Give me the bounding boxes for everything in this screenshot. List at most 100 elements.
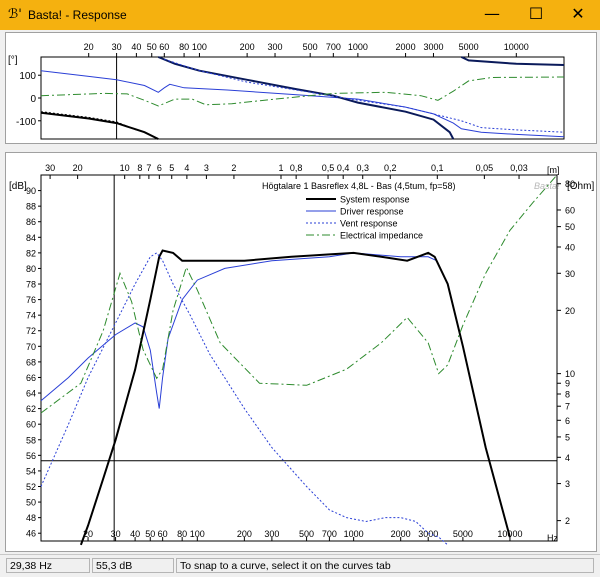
wavelength-tick-label: 0,3 [356,163,369,173]
wavelength-tick-label: 7 [146,163,151,173]
freq-tick-label: 1000 [344,529,364,539]
freq-tick-label: 3000 [418,529,438,539]
ohm-tick-label: 4 [565,453,570,463]
db-tick-label: 60 [26,420,36,430]
curve-electrical-impedance [40,174,558,414]
ohm-tick-label: 60 [565,205,575,215]
freq-tick-label: 80 [177,529,187,539]
db-unit-label: [dB] [9,181,27,192]
db-tick-label: 74 [26,311,36,321]
db-tick-label: 78 [26,280,36,290]
phase-xtick-label: 3000 [423,42,443,52]
db-tick-label: 70 [26,342,36,352]
db-tick-label: 88 [26,202,36,212]
freq-tick-label: 40 [130,529,140,539]
minimize-button[interactable]: — [484,4,500,23]
maximize-button[interactable]: ☐ [528,4,544,23]
phase-ytick-label: 0 [30,94,36,105]
curve-vent-response [40,252,449,546]
db-tick-label: 86 [26,217,36,227]
phase-xtick-label: 2000 [396,42,416,52]
wavelength-tick-label: 3 [204,163,209,173]
phase-unit-label: [°] [8,55,18,66]
freq-tick-label: 300 [264,529,279,539]
legend-label: Electrical impedance [340,231,423,241]
db-tick-label: 62 [26,404,36,414]
ohm-tick-label: 10 [565,369,575,379]
phase-ytick-label: -100 [16,117,36,128]
freq-tick-label: 50 [145,529,155,539]
ohm-tick-label: 9 [565,379,570,389]
db-tick-label: 80 [26,264,36,274]
ohm-tick-label: 5 [565,432,570,442]
hz-unit-label: Hz [547,533,558,543]
freq-tick-label: 30 [111,529,121,539]
phase-xtick-label: 30 [112,42,122,52]
legend-label: Driver response [340,207,404,217]
freq-tick-label: 500 [299,529,314,539]
freq-tick-label: 2000 [391,529,411,539]
db-tick-label: 46 [26,529,36,539]
close-button[interactable]: ✕ [571,4,585,23]
phase-curve-system [157,56,455,140]
wavelength-tick-label: 30 [45,163,55,173]
wavelength-tick-label: 8 [137,163,142,173]
legend-label: Vent response [340,219,398,229]
app-icon: ℬ' [8,7,22,22]
db-tick-label: 76 [26,295,36,305]
wavelength-tick-label: 0,2 [384,163,397,173]
phase-xtick-label: 300 [268,42,283,52]
status-level: 55,3 dB [92,558,174,573]
phase-ytick-label: 100 [19,71,36,82]
db-tick-label: 84 [26,233,36,243]
curve-driver-response [40,252,511,538]
wavelength-tick-label: 10 [120,163,130,173]
ohm-tick-label: 6 [565,416,570,426]
wavelength-tick-label: 0,5 [322,163,335,173]
status-bar: 29,38 Hz 55,3 dB To snap to a curve, sel… [0,554,600,577]
phase-curve-vent-low [40,111,137,131]
response-chart-panel: [dB] [Ohm] [m] Hz Högtalare 1 Basreflex … [5,152,597,552]
ohm-tick-label: 20 [565,306,575,316]
wavelength-tick-label: 0,4 [337,163,350,173]
db-tick-label: 54 [26,466,36,476]
wavelength-tick-label: 1 [278,163,283,173]
phase-xtick-label: 60 [159,42,169,52]
phase-xtick-label: 10000 [504,42,529,52]
wavelength-unit-label: [m] [547,165,560,175]
freq-tick-label: 200 [237,529,252,539]
db-tick-label: 82 [26,248,36,258]
phase-xtick-label: 40 [131,42,141,52]
phase-xtick-label: 50 [147,42,157,52]
wavelength-tick-label: 0,03 [510,163,528,173]
freq-tick-label: 700 [322,529,337,539]
wavelength-tick-label: 20 [73,163,83,173]
wavelength-tick-label: 2 [231,163,236,173]
freq-tick-label: 20 [83,529,93,539]
phase-chart-panel: [°] 100 0 -100 20 30 40 50 60 80 100 200 300 500 700… [5,32,597,144]
ohm-tick-label: 50 [565,222,575,232]
ohm-unit-label: [Ohm] [567,181,594,192]
ohm-tick-label: 8 [565,390,570,400]
db-tick-label: 68 [26,357,36,367]
phase-xtick-label: 20 [84,42,94,52]
wavelength-tick-label: 5 [169,163,174,173]
phase-xtick-label: 700 [326,42,341,52]
freq-tick-label: 100 [190,529,205,539]
wavelength-tick-label: 6 [157,163,162,173]
db-tick-label: 50 [26,498,36,508]
db-tick-label: 72 [26,326,36,336]
response-chart[interactable]: [dB] [Ohm] [m] Hz Högtalare 1 Basreflex … [6,153,596,551]
curve-system-response [79,249,511,546]
db-tick-label: 66 [26,373,36,383]
wavelength-tick-label: 0,8 [290,163,303,173]
ohm-tick-label: 30 [565,269,575,279]
ohm-tick-label: 2 [565,516,570,526]
status-frequency: 29,38 Hz [6,558,90,573]
status-hint: To snap to a curve, select it on the cur… [176,558,594,573]
db-tick-label: 90 [26,186,36,196]
phase-chart[interactable]: [°] 1000-100 20 30 40 50 60 80 100 200 300 500 700… [6,33,596,143]
wavelength-tick-label: 0,1 [431,163,444,173]
phase-curve-vent [164,58,565,133]
ohm-tick-label: 80 [565,179,575,189]
